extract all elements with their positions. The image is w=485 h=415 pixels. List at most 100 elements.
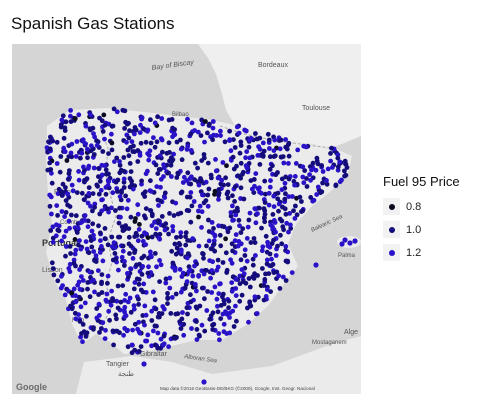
station-point xyxy=(196,214,201,220)
station-point xyxy=(310,160,316,166)
station-point xyxy=(271,270,277,275)
station-point xyxy=(50,266,56,271)
station-point xyxy=(155,171,161,176)
station-point xyxy=(199,285,205,291)
station-point xyxy=(135,148,141,153)
station-point xyxy=(82,300,88,306)
station-point xyxy=(97,330,102,335)
station-point xyxy=(145,270,151,276)
station-point xyxy=(201,271,207,277)
station-point xyxy=(218,281,223,287)
station-point xyxy=(100,129,106,134)
station-point xyxy=(185,311,190,317)
station-point xyxy=(85,280,91,285)
station-point xyxy=(166,117,172,123)
station-point xyxy=(88,112,93,118)
label-gibraltar: Gibraltar xyxy=(140,351,168,358)
station-point xyxy=(228,210,234,215)
station-point xyxy=(280,154,286,159)
station-point xyxy=(182,285,188,291)
station-point xyxy=(126,153,132,159)
station-point xyxy=(197,203,203,209)
station-point xyxy=(152,219,157,225)
map-panel[interactable]: Bay of Biscay Bordeaux Toulouse Bilbao P… xyxy=(12,44,361,394)
station-point xyxy=(255,211,260,217)
station-point xyxy=(128,243,134,249)
station-point xyxy=(201,152,207,157)
station-point xyxy=(238,160,244,166)
station-point xyxy=(226,305,232,311)
station-point xyxy=(111,106,117,112)
station-point xyxy=(49,180,55,186)
station-point xyxy=(244,236,250,241)
station-point xyxy=(277,146,283,152)
station-point xyxy=(268,222,274,228)
station-point xyxy=(156,311,162,316)
station-point xyxy=(111,342,116,348)
station-point xyxy=(87,126,93,132)
station-point xyxy=(291,179,297,184)
station-point xyxy=(278,232,283,238)
station-point xyxy=(112,245,118,251)
station-point xyxy=(266,271,272,276)
station-point xyxy=(230,248,236,254)
station-point xyxy=(271,193,277,199)
station-point xyxy=(96,223,101,229)
station-point xyxy=(302,168,308,173)
station-point xyxy=(100,149,106,154)
station-point xyxy=(143,312,149,318)
station-point xyxy=(228,213,234,219)
station-point xyxy=(288,226,294,231)
station-point xyxy=(282,206,288,212)
station-point xyxy=(62,214,67,220)
station-point xyxy=(49,211,54,217)
station-point xyxy=(141,361,147,367)
station-point xyxy=(157,153,163,159)
station-point xyxy=(218,303,224,308)
station-point xyxy=(172,127,178,132)
station-point xyxy=(329,145,334,151)
station-point xyxy=(103,191,109,197)
station-point xyxy=(203,119,208,124)
station-point xyxy=(215,309,221,315)
station-point xyxy=(97,230,103,236)
station-point xyxy=(102,226,108,231)
station-point xyxy=(328,151,333,156)
station-point xyxy=(245,305,250,311)
station-point xyxy=(271,154,277,159)
station-point xyxy=(72,251,78,257)
station-point xyxy=(342,158,348,164)
station-point xyxy=(206,123,212,128)
station-point xyxy=(238,139,244,145)
station-point xyxy=(174,235,179,240)
station-point xyxy=(54,222,59,228)
station-point xyxy=(97,115,102,121)
station-point xyxy=(167,150,172,155)
station-point xyxy=(183,234,189,240)
station-point xyxy=(123,223,128,229)
station-point xyxy=(105,178,111,183)
station-point xyxy=(184,147,190,152)
station-point xyxy=(233,232,239,238)
station-point xyxy=(54,161,60,166)
station-point xyxy=(233,303,238,309)
station-point xyxy=(73,247,79,253)
station-point xyxy=(132,250,137,256)
station-point xyxy=(173,200,179,206)
station-point xyxy=(216,223,222,229)
station-point xyxy=(97,313,102,318)
station-point xyxy=(91,165,97,171)
station-point xyxy=(148,249,153,255)
legend-dot-icon xyxy=(388,226,395,233)
station-point xyxy=(60,113,66,119)
station-point xyxy=(73,263,78,269)
station-point xyxy=(133,216,138,221)
station-point xyxy=(252,240,258,246)
station-point xyxy=(80,139,86,144)
station-point xyxy=(178,230,184,236)
station-point xyxy=(73,213,79,219)
station-point xyxy=(65,191,70,197)
station-point xyxy=(111,240,117,246)
station-point xyxy=(87,294,93,300)
station-point xyxy=(128,214,134,220)
